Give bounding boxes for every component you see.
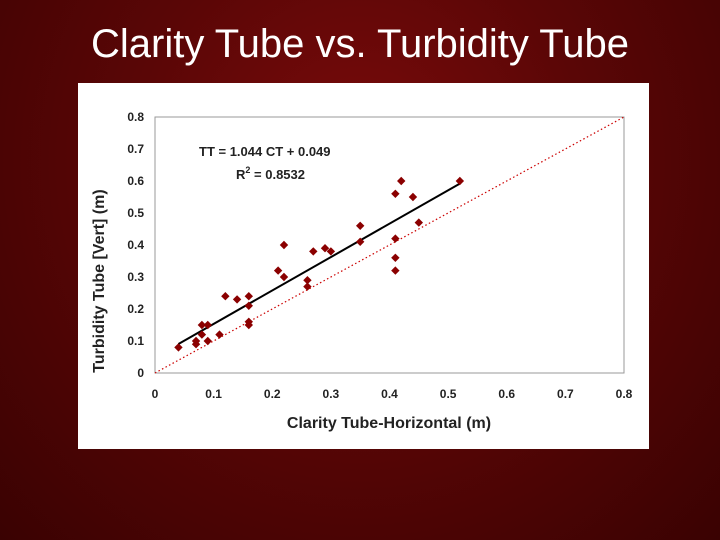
data-point — [191, 340, 201, 349]
data-point — [244, 301, 253, 310]
plot-frame — [154, 116, 625, 374]
x-tick-label: 0.2 — [264, 387, 281, 401]
trendline-equation: TT = 1.044 CT + 0.049 — [199, 144, 331, 159]
x-tick-label: 0.5 — [440, 387, 457, 401]
y-tick-label: 0.4 — [127, 238, 144, 252]
data-point — [391, 253, 400, 262]
data-point — [279, 272, 289, 282]
data-point — [408, 192, 418, 202]
scatter-chart: 0 0.1 0.2 0.3 0.4 0.5 0.6 0.7 0.8 00.10.20.30.40… — [91, 110, 633, 432]
plot-area-border — [154, 116, 625, 374]
data-point — [455, 176, 465, 186]
trendline-layer — [177, 182, 461, 345]
data-point — [397, 176, 406, 186]
x-tick-labels: 0 0.1 0.2 0.3 0.4 0.5 0.6 0.7 0.8 — [152, 387, 633, 401]
data-point — [244, 292, 253, 301]
chart-panel: 0 0.1 0.2 0.3 0.4 0.5 0.6 0.7 0.8 0 0.1 0.2 0.3 0.4 0… — [78, 83, 649, 449]
data-point — [303, 276, 312, 285]
trendline — [177, 182, 461, 345]
data-point — [197, 330, 207, 339]
data-point — [203, 320, 212, 330]
data-point — [215, 330, 224, 339]
data-point — [355, 237, 365, 246]
y-axis-title: Turbidity Tube [Vert] (m) — [91, 189, 108, 372]
x-tick-label: 0.4 — [381, 387, 398, 401]
y-tick-label: 0.7 — [127, 142, 144, 156]
y-tick-label: 0.8 — [127, 110, 144, 124]
data-point — [197, 320, 207, 330]
reference-line-layer — [154, 116, 625, 374]
r-squared-superscript: 2 — [245, 165, 250, 175]
data-point — [355, 221, 365, 230]
y-tick-labels: 0 0.1 0.2 0.3 0.4 0.5 0.6 0.7 0.8 — [127, 110, 144, 380]
x-tick-label: 0.3 — [323, 387, 340, 401]
x-tick-label: 0.7 — [557, 387, 574, 401]
x-tick-label: 0.1 — [205, 387, 222, 401]
data-point — [232, 295, 242, 304]
y-tick-label: 0.2 — [127, 302, 144, 316]
data-point — [391, 234, 400, 243]
data-point — [203, 336, 212, 346]
data-point — [303, 282, 312, 291]
data-point — [320, 244, 330, 253]
x-tick-label: 0.8 — [616, 387, 633, 401]
r-squared-value: = 0.8532 — [250, 167, 305, 182]
data-point — [273, 266, 283, 275]
data-point — [326, 247, 336, 256]
x-axis-title: Clarity Tube-Horizontal (m) — [287, 415, 491, 432]
y-tick-label: 0.5 — [127, 206, 144, 220]
data-point — [309, 247, 318, 256]
y-tick-label: 0.3 — [127, 270, 144, 284]
data-point — [174, 343, 183, 352]
data-point — [279, 240, 289, 250]
slide-title: Clarity Tube vs. Turbidity Tube — [90, 22, 629, 66]
y-tick-label: 0 — [137, 366, 144, 380]
y-tick-label: 0.6 — [127, 174, 144, 188]
r-squared-label: R2 = 0.8532 — [236, 165, 305, 182]
data-point — [391, 266, 400, 275]
reference-line — [154, 116, 625, 374]
x-tick-label: 0 — [152, 387, 159, 401]
data-point — [244, 320, 253, 330]
x-tick-label: 0.6 — [498, 387, 515, 401]
data-point — [391, 189, 400, 198]
data-point — [414, 218, 424, 227]
r-squared-prefix: R — [236, 167, 246, 182]
data-point — [221, 292, 230, 301]
y-tick-label: 0.1 — [127, 334, 144, 348]
